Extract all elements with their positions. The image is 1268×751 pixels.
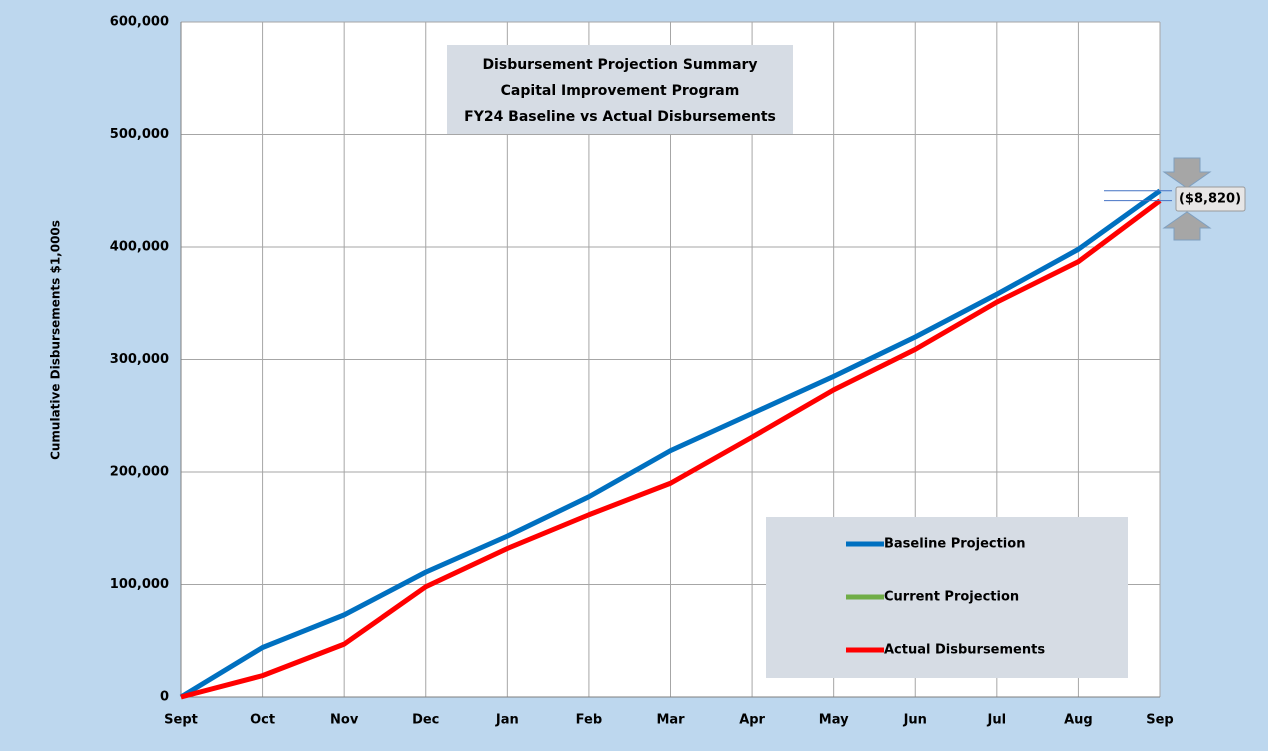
chart-subtitle: Capital Improvement Program — [501, 83, 740, 99]
lines — [179, 188, 1162, 700]
y-tick-label: 0 — [160, 690, 169, 705]
x-tick-label: Apr — [739, 713, 765, 728]
legend-label: Actual Disbursements — [884, 643, 1045, 658]
series-line — [179, 188, 1162, 700]
title-box — [447, 45, 793, 134]
x-tick-label: Dec — [412, 713, 439, 728]
legend-label: Current Projection — [884, 590, 1019, 605]
series-line — [180, 198, 1162, 700]
annotation-arrows — [1162, 157, 1246, 241]
x-tick-label: Feb — [576, 713, 602, 728]
chart-title: Disbursement Projection Summary — [482, 57, 757, 73]
legend-label: Baseline Projection — [884, 537, 1025, 552]
x-tick-label: May — [819, 713, 849, 728]
x-tick-label: Jun — [903, 713, 927, 728]
x-tick-label: Nov — [330, 713, 359, 728]
y-tick-label: 300,000 — [110, 352, 169, 367]
x-tick-label: Sept — [164, 713, 198, 728]
x-tick-label: Oct — [250, 713, 275, 728]
y-tick-label: 500,000 — [110, 127, 169, 142]
x-tick-label: Aug — [1064, 713, 1093, 728]
y-tick-label: 100,000 — [110, 577, 169, 592]
x-tick-label: Jul — [987, 713, 1007, 728]
y-tick-label: 400,000 — [110, 240, 169, 255]
legend — [766, 517, 1128, 678]
annotation: ($8,820) — [1179, 192, 1241, 207]
chart-subtitle: FY24 Baseline vs Actual Disbursements — [464, 109, 776, 125]
x-tick-label: Sep — [1146, 713, 1174, 728]
y-axis-label: Cumulative Disbursements $1,000s — [49, 220, 63, 460]
y-tick-label: 600,000 — [110, 15, 169, 30]
y-tick-label: 200,000 — [110, 465, 169, 480]
x-tick-label: Jan — [495, 713, 519, 728]
x-tick-label: Mar — [656, 713, 685, 728]
